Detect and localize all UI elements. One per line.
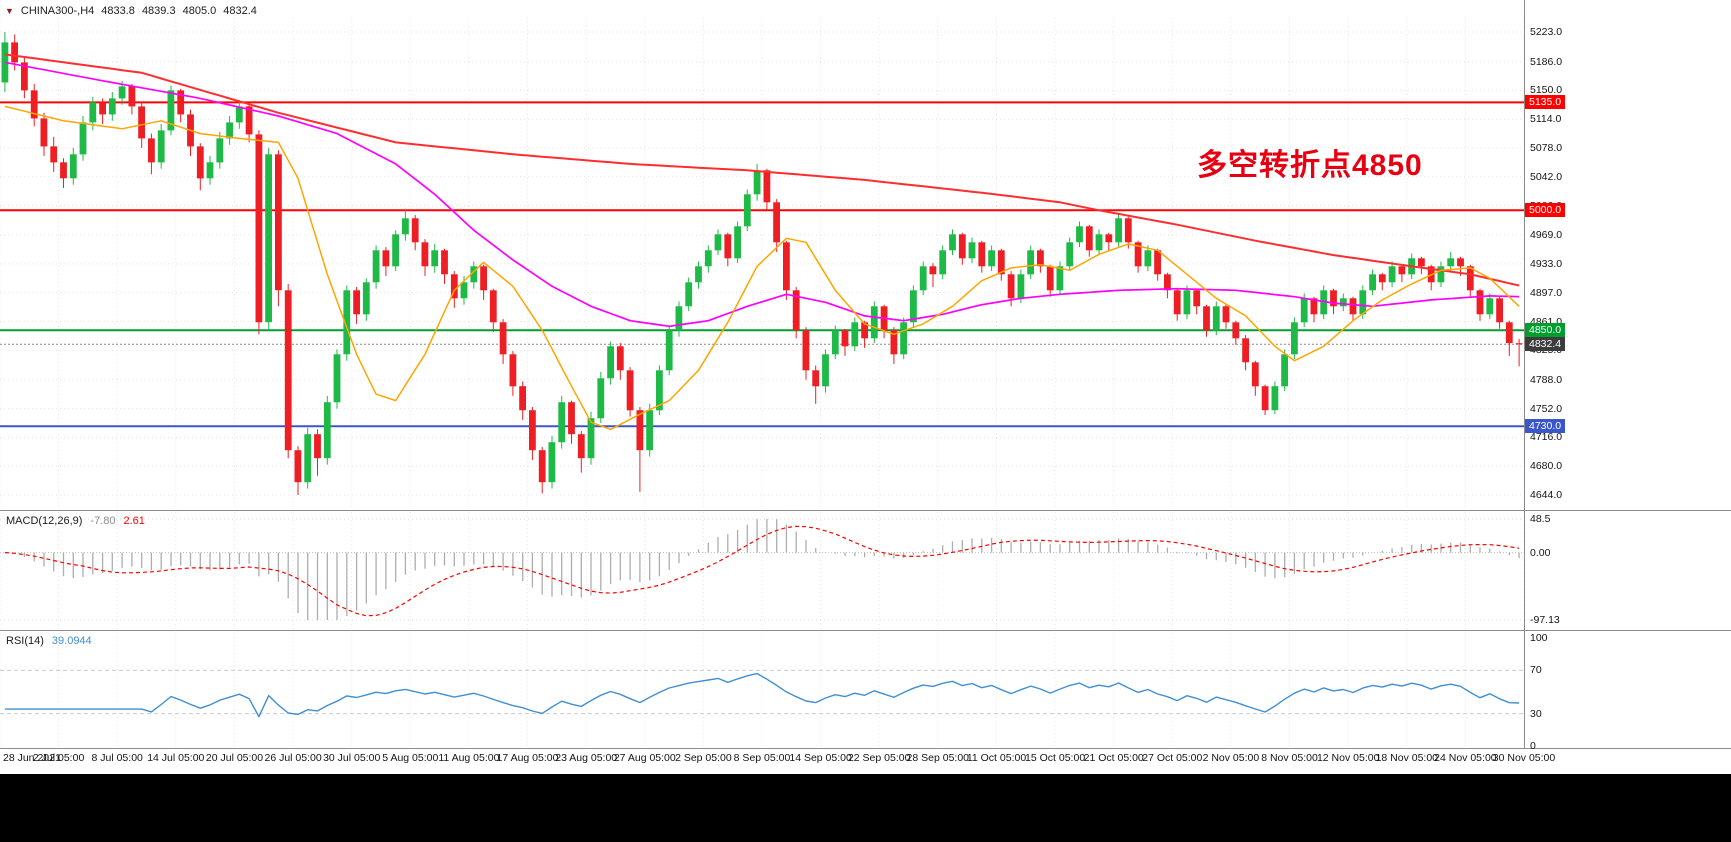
date-label: 12 Nov 05:00 (1316, 752, 1380, 764)
panel-separators (0, 0, 1731, 749)
date-label: 24 Nov 05:00 (1434, 752, 1497, 764)
macd-panel (0, 518, 1524, 621)
date-label: 28 Sep 05:00 (906, 752, 970, 764)
current-price-badge: 4832.4 (1525, 337, 1566, 352)
level-badge: 4730.0 (1525, 419, 1566, 434)
rsi-tick-label: 0 (1530, 740, 1536, 752)
bottom-strip (0, 774, 1731, 842)
level-badge: 4850.0 (1525, 323, 1566, 338)
date-label: 11 Oct 05:00 (966, 752, 1027, 764)
price-tick-label: 5186.0 (1530, 55, 1563, 68)
price-tick-label: 5114.0 (1530, 113, 1562, 126)
bar-low-value: 4805.0 (182, 5, 217, 17)
candles[interactable] (1, 32, 1523, 495)
macd-name: MACD(12,26,9) (6, 515, 83, 527)
macd-tick-label: 0.00 (1530, 546, 1551, 559)
date-label: 8 Nov 05:00 (1261, 752, 1318, 764)
date-label: 30 Nov 05:00 (1492, 752, 1556, 764)
date-label: 8 Jul 05:00 (91, 752, 143, 764)
bar-high-value: 4839.3 (141, 5, 176, 17)
date-label: 18 Nov 05:00 (1375, 752, 1439, 764)
symbol-info-bar: ▼ CHINA300-,H4 4833.8 4839.3 4805.0 4832… (5, 5, 257, 17)
price-tick-label: 4969.0 (1530, 229, 1563, 242)
ma-line-mid (4, 61, 1520, 328)
date-label: 8 Sep 05:00 (733, 752, 791, 764)
rsi-tick-label: 30 (1530, 707, 1542, 720)
rsi-tick-label: 100 (1530, 632, 1548, 644)
price-tick-label: 5223.0 (1530, 26, 1563, 38)
date-label: 2 Nov 05:00 (1202, 752, 1260, 764)
ma-line-fast (4, 105, 1520, 431)
date-label: 14 Jul 05:00 (147, 752, 205, 764)
date-label: 27 Oct 05:00 (1142, 752, 1203, 764)
rsi-name: RSI(14) (6, 635, 44, 647)
support-resistance-lines (0, 101, 1524, 428)
macd-value-main: -7.80 (90, 515, 116, 527)
rsi-indicator-label: RSI(14) 39.0944 (6, 635, 92, 647)
date-label: 26 Jul 05:00 (264, 752, 322, 764)
macd-signal-line (4, 525, 1520, 617)
price-tick-label: 4752.0 (1530, 402, 1563, 415)
date-label: 17 Aug 05:00 (496, 752, 559, 764)
date-label: 5 Aug 05:00 (382, 752, 439, 764)
price-tick-label: 4644.0 (1530, 489, 1563, 501)
price-tick-label: 4788.0 (1530, 373, 1563, 386)
price-tick-label: 5078.0 (1530, 141, 1563, 154)
price-tick-label: 5042.0 (1530, 170, 1563, 183)
date-label: 22 Sep 05:00 (847, 752, 911, 764)
macd-indicator-label: MACD(12,26,9) -7.80 2.61 (6, 515, 145, 527)
macd-tick-label: 48.5 (1530, 513, 1551, 525)
date-label: 2 Sep 05:00 (675, 752, 732, 764)
macd-value-signal: 2.61 (123, 515, 145, 527)
macd-tick-label: -97.13 (1530, 614, 1560, 626)
date-label: 14 Sep 05:00 (789, 752, 852, 764)
level-badge: 5000.0 (1525, 203, 1566, 218)
date-label: 11 Aug 05:00 (438, 752, 500, 764)
price-tick-label: 4680.0 (1530, 460, 1563, 473)
level-badge: 5135.0 (1525, 95, 1566, 110)
rsi-tick-label: 70 (1530, 664, 1542, 677)
price-tick-label: 4933.0 (1530, 257, 1563, 270)
date-label: 20 Jul 05:00 (205, 752, 264, 764)
date-label: 27 Aug 05:00 (613, 752, 676, 764)
rsi-panel (0, 669, 1524, 718)
moving-averages (4, 53, 1520, 431)
annotation-text[interactable]: 多空转折点4850 (1197, 149, 1423, 182)
date-label: 2 Jul 05:00 (32, 752, 85, 764)
symbol-title: CHINA300-,H4 (20, 5, 95, 17)
price-tick-label: 5150.0 (1530, 84, 1563, 97)
rsi-line (4, 672, 1520, 718)
symbol-dropdown-icon[interactable]: ▼ (5, 5, 14, 16)
price-tick-label: 4897.0 (1530, 286, 1563, 299)
bar-close-value: 4832.4 (223, 5, 257, 17)
price-tick-label: 4716.0 (1530, 431, 1563, 444)
date-label: 30 Jul 05:00 (323, 752, 381, 764)
rsi-value: 39.0944 (51, 635, 92, 647)
date-label: 21 Oct 05:00 (1083, 752, 1144, 764)
date-label: 15 Oct 05:00 (1025, 752, 1086, 764)
ma-line-slow (4, 53, 1520, 287)
bar-open-value: 4833.8 (101, 5, 135, 17)
date-label: 28 Jun 2021 (3, 752, 61, 764)
date-label: 23 Aug 05:00 (555, 752, 618, 764)
